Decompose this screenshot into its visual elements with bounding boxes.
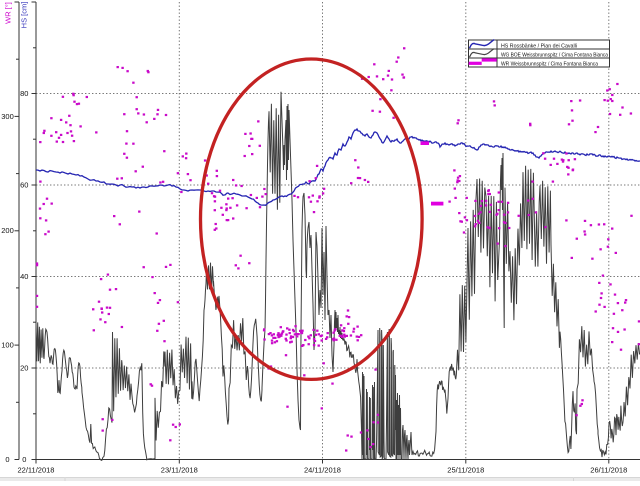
svg-text:0: 0	[22, 455, 26, 464]
svg-text:100: 100	[1, 341, 14, 350]
svg-text:26/11/2018: 26/11/2018	[590, 466, 627, 475]
svg-text:WR [°]: WR [°]	[4, 2, 13, 24]
svg-text:25/11/2018: 25/11/2018	[447, 466, 484, 475]
svg-text:22/11/2018: 22/11/2018	[18, 466, 55, 475]
svg-text:HS Rossbänke / Pian dei Cavall: HS Rossbänke / Pian dei Cavalli	[501, 43, 577, 49]
svg-text:0: 0	[5, 455, 9, 464]
svg-text:23/11/2018: 23/11/2018	[161, 466, 198, 475]
svg-text:24/11/2018: 24/11/2018	[304, 466, 341, 475]
svg-text:80: 80	[20, 89, 28, 98]
svg-text:WR Weissbrunnspitz / Cima Font: WR Weissbrunnspitz / Cima Fontana Bianca	[501, 61, 599, 67]
svg-text:WG BOE Weissbrunnspitz / Cima: WG BOE Weissbrunnspitz / Cima Fontana Bi…	[501, 52, 609, 58]
svg-text:200: 200	[1, 226, 14, 235]
svg-text:HS [cm]: HS [cm]	[20, 2, 29, 29]
svg-text:20: 20	[20, 364, 28, 373]
svg-text:300: 300	[1, 112, 14, 121]
svg-text:60: 60	[20, 181, 28, 190]
svg-text:40: 40	[20, 272, 28, 281]
